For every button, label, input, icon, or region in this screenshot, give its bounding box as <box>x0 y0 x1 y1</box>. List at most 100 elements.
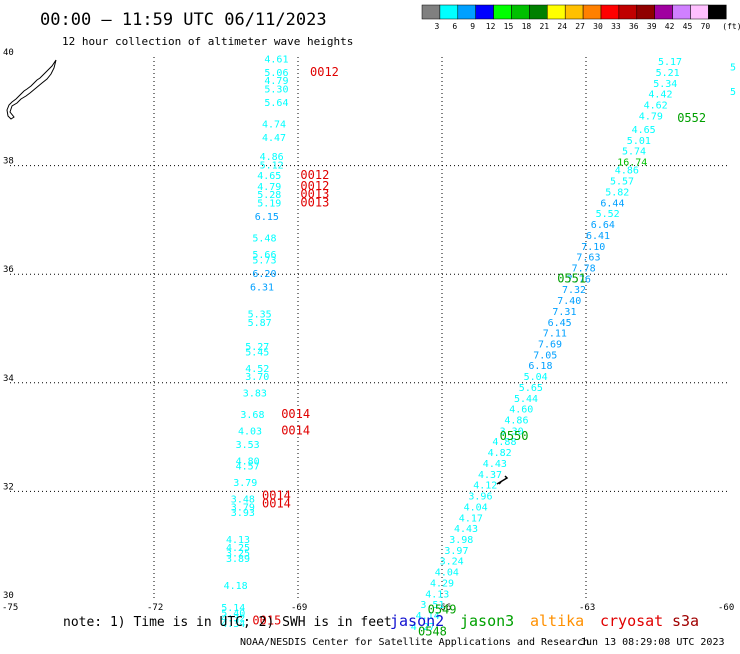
legend-value: 70 <box>701 22 711 31</box>
pass-time-labels: 0012001200120013001300140014001400140015… <box>252 65 706 638</box>
y-tick-label: 40 <box>3 48 14 58</box>
wave-height-label: 4.43 <box>483 459 507 470</box>
wave-height-label: 5.57 <box>610 177 634 188</box>
legend-value: 39 <box>647 22 657 31</box>
wave-height-label: 5.74 <box>622 147 646 158</box>
wave-height-label: 3.89 <box>226 554 250 565</box>
wave-height-label: 3.79 <box>233 478 257 489</box>
legend-swatch <box>654 4 673 20</box>
wave-height-label: 5.21 <box>656 68 680 79</box>
x-tick-label: -69 <box>291 603 307 613</box>
legend-swatch <box>690 4 709 20</box>
wave-height-label: 5.27 <box>245 342 269 353</box>
wave-height-label: 7.05 <box>533 350 557 361</box>
wave-height-label: 4.74 <box>262 120 286 131</box>
wave-height-label: 4.42 <box>648 90 672 101</box>
wave-height-values: 4.615.064.795.305.644.744.474.865.124.65… <box>221 54 736 632</box>
chart-title: 00:00 – 11:59 UTC 06/11/2023 <box>40 10 327 30</box>
wave-height-label: 16.74 <box>617 158 647 169</box>
x-tick-label: -75 <box>2 603 18 613</box>
wave-height-label: 5 <box>730 87 736 98</box>
legend-value: 30 <box>593 22 603 31</box>
satellite-s3a: s3a <box>672 612 699 630</box>
wave-height-label: 5 <box>730 63 736 74</box>
wave-height-label: 5.65 <box>519 383 543 394</box>
satellite-altika: altika <box>530 612 584 630</box>
wave-height-label: 4.47 <box>262 133 286 144</box>
pass-time-label: 0550 <box>500 429 529 443</box>
wave-height-label: 7.31 <box>552 307 576 318</box>
legend-swatch <box>636 4 655 20</box>
wave-height-label: 5.87 <box>248 318 272 329</box>
wave-height-label: 5.82 <box>605 187 629 198</box>
legend-value: 21 <box>539 22 549 31</box>
wave-height-label: 7.76 <box>567 274 591 285</box>
bermuda-island <box>496 475 509 485</box>
wave-height-label: 5.30 <box>264 84 288 95</box>
pass-time-label: 0551 <box>557 271 586 285</box>
wave-height-label: 4.61 <box>264 54 288 65</box>
wave-height-label: 6.41 <box>586 231 610 242</box>
legend-value: 27 <box>575 22 585 31</box>
legend-value: 36 <box>629 22 639 31</box>
pass-time-label: 0014 <box>262 489 291 503</box>
wave-height-label: 4.62 <box>644 101 668 112</box>
wave-height-label: 3.53 <box>236 440 260 451</box>
wave-height-label: 3.97 <box>444 546 468 557</box>
legend-value: 45 <box>683 22 693 31</box>
wave-height-label: 7.40 <box>557 296 581 307</box>
legend-units: (ft) <box>722 22 740 31</box>
legend-swatch <box>475 4 494 20</box>
x-tick-label: -63 <box>579 603 595 613</box>
wave-height-label: 4.27 <box>411 622 435 633</box>
wave-height-label: 4.43 <box>454 524 478 535</box>
legend-swatch <box>511 4 530 20</box>
wave-height-label: 5.52 <box>596 209 620 220</box>
satellite-jason3: jason3 <box>460 612 514 630</box>
wave-height-label: 4.52 <box>245 364 269 375</box>
wave-height-label: 4.86 <box>615 166 639 177</box>
wave-height-label: 6.64 <box>591 220 615 231</box>
wave-height-label: 4.04 <box>464 502 488 513</box>
wave-height-label: 4.82 <box>488 448 512 459</box>
wave-height-label: 4.79 <box>264 76 288 87</box>
wave-height-label: 6.45 <box>548 318 572 329</box>
wave-height-label: 5.48 <box>252 234 276 245</box>
wave-height-label: 4.17 <box>459 513 483 524</box>
wave-height-label: 5.34 <box>653 79 677 90</box>
wave-height-label: 7.10 <box>581 242 605 253</box>
wave-height-label: 3.24 <box>440 557 464 568</box>
legend-value: 33 <box>611 22 621 31</box>
wave-height-label: 4.13 <box>425 589 449 600</box>
wave-height-label: 4.03 <box>238 426 262 437</box>
wave-height-label: 5.19 <box>257 198 281 209</box>
wave-height-label: 4.13 <box>226 535 250 546</box>
wave-height-label: 4.88 <box>492 437 516 448</box>
legend-swatch <box>600 4 620 20</box>
wave-height-label: 5.12 <box>260 160 284 171</box>
legend-value: 3 <box>434 22 439 31</box>
y-tick-label: 36 <box>3 265 14 275</box>
legend-swatch <box>582 4 602 20</box>
wave-height-label: 4.65 <box>632 125 656 136</box>
legend-value: 9 <box>470 22 475 31</box>
pass-time-label: 0012 <box>310 65 339 79</box>
pass-time-label: 0548 <box>418 624 447 638</box>
wave-height-label: 4.37 <box>478 470 502 481</box>
coastline <box>6 59 509 485</box>
wave-height-label: 5.40 <box>221 608 245 619</box>
wave-height-label: 6.44 <box>600 198 624 209</box>
wave-height-label: 4.79 <box>639 111 663 122</box>
legend-swatch <box>439 4 459 20</box>
satellite-cryosat: cryosat <box>600 612 663 630</box>
wave-height-label: 4.79 <box>257 182 281 193</box>
pass-time-label: 0014 <box>281 423 310 437</box>
wave-height-label: 3.51 <box>420 600 444 611</box>
pass-time-label: 0012 <box>300 179 329 193</box>
pass-time-label: 0014 <box>262 497 291 511</box>
wave-height-label: 4.04 <box>435 568 459 579</box>
wave-height-label: 4.86 <box>260 152 284 163</box>
note-text: note: 1) Time is in UTC; 2) SWH is in fe… <box>63 615 392 630</box>
wave-height-label: 5.64 <box>264 98 288 109</box>
